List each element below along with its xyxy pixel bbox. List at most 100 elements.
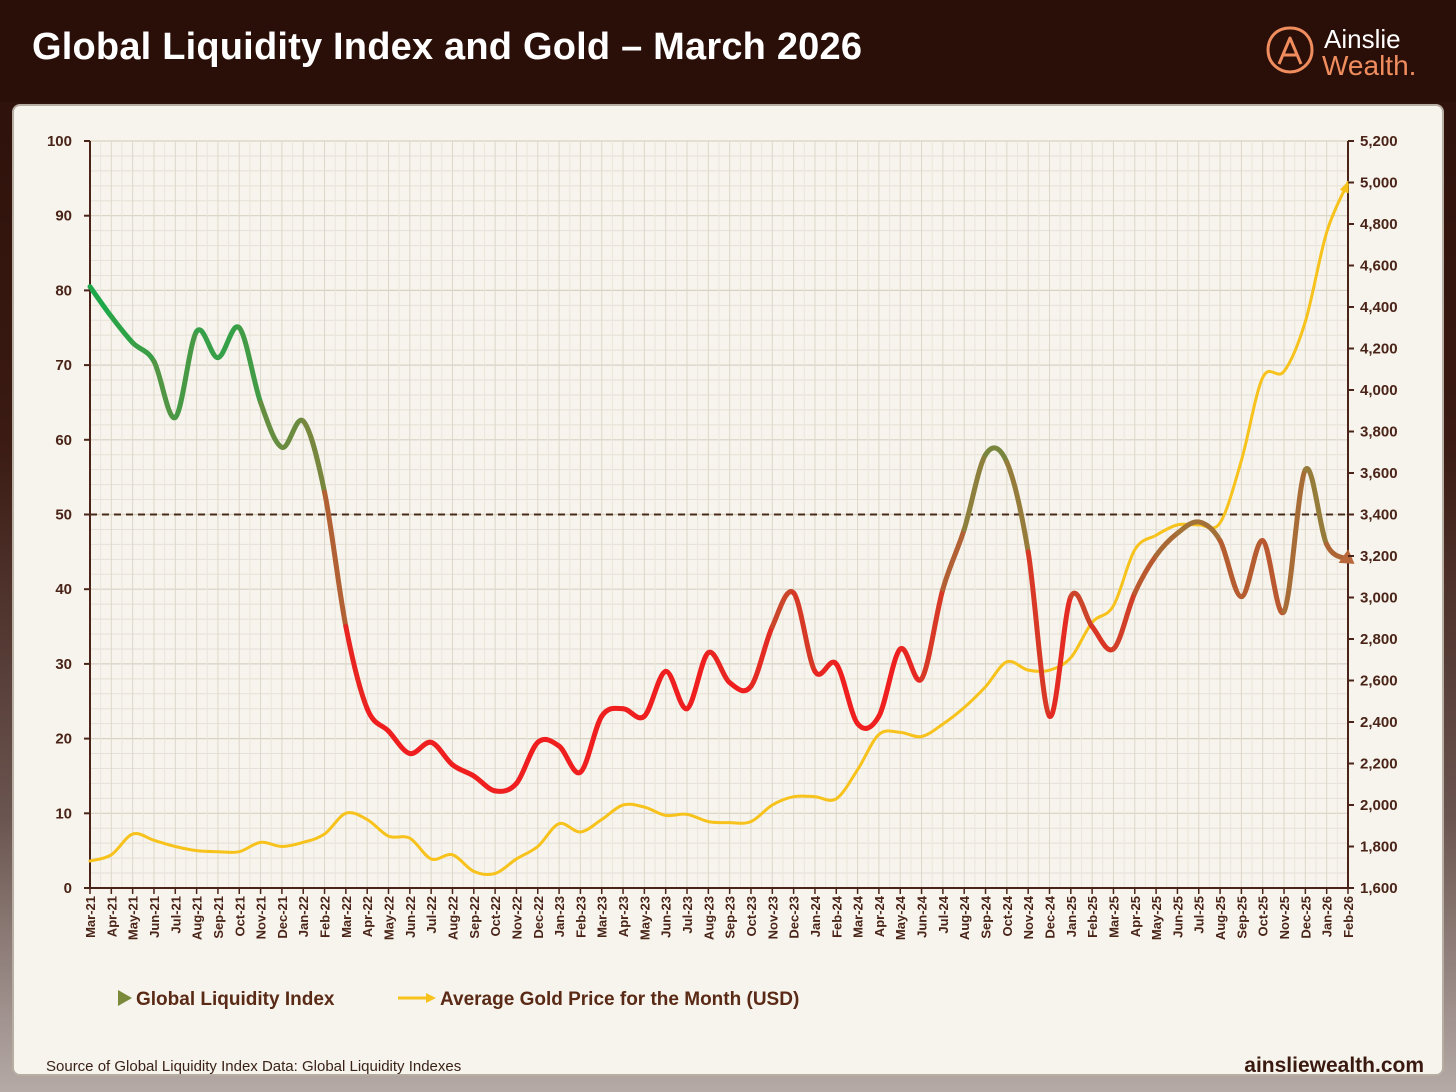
gli-line-segment — [791, 590, 818, 674]
gli-line-segment — [748, 624, 775, 689]
gli-line-segment — [577, 713, 605, 775]
chart-panel — [12, 104, 1444, 1076]
gli-line-segment — [492, 780, 519, 794]
header-bar: Global Liquidity Index and Gold – March … — [0, 0, 1456, 102]
x-tick-label: Apr-22 — [360, 896, 375, 937]
gli-line-segment — [1025, 549, 1052, 719]
x-tick-label: Dec-22 — [531, 896, 546, 939]
x-tick-label: Jul-21 — [168, 896, 183, 934]
gli-line-segment — [322, 489, 349, 630]
x-tick-label: Jul-25 — [1192, 896, 1207, 934]
x-tick-label: Jan-26 — [1320, 896, 1335, 937]
right-tick-label: 4,400 — [1360, 299, 1398, 316]
x-tick-label: Mar-21 — [83, 896, 98, 938]
right-tick-label: 3,000 — [1360, 590, 1398, 607]
left-tick-label: 90 — [55, 208, 72, 225]
gli-line-segment — [87, 284, 114, 320]
series-global-liquidity-index — [87, 284, 1355, 794]
x-tick-label: Jul-22 — [424, 896, 439, 934]
x-tick-label: Jun-23 — [659, 896, 674, 938]
legend-gli-label: Global Liquidity Index — [136, 989, 335, 1010]
x-tick-label: Oct-25 — [1256, 896, 1271, 936]
x-tick-label: Sep-25 — [1234, 896, 1249, 939]
x-tick-label: May-23 — [637, 896, 652, 940]
gli-line-segment — [1068, 590, 1095, 630]
gli-line-segment — [1196, 519, 1223, 544]
gli-line-segment — [172, 328, 200, 420]
right-tick-label: 3,200 — [1360, 548, 1398, 565]
x-tick-label: Nov-24 — [1021, 895, 1036, 939]
right-tick-label: 3,800 — [1360, 424, 1398, 441]
x-tick-label: Feb-26 — [1341, 896, 1356, 938]
gli-line-segment — [1046, 594, 1074, 719]
x-tick-label: Jan-25 — [1064, 896, 1079, 937]
x-axis-ticks: Mar-21 Apr-21 May-21 Jun-21 Jul-21 Aug-21 Sep-… — [83, 888, 1356, 940]
x-tick-label: Aug-21 — [190, 896, 205, 940]
x-tick-label: Dec-25 — [1298, 896, 1313, 939]
x-tick-label: Mar-23 — [595, 896, 610, 938]
legend: Global Liquidity Index Average Gold Price… — [96, 989, 799, 1010]
left-tick-label: 80 — [55, 282, 72, 299]
left-tick-label: 0 — [64, 880, 72, 897]
right-tick-label: 1,600 — [1360, 880, 1398, 897]
x-tick-label: Nov-21 — [254, 896, 269, 939]
x-tick-label: Jun-25 — [1170, 896, 1185, 938]
website-link[interactable]: ainsliewealth.com — [1244, 1054, 1424, 1077]
gli-line-segment — [343, 624, 370, 712]
gli-line-segment — [940, 526, 967, 592]
x-tick-label: Jun-24 — [915, 895, 930, 938]
x-tick-label: Mar-24 — [851, 895, 866, 938]
right-tick-label: 2,400 — [1360, 714, 1398, 731]
x-tick-label: Nov-23 — [765, 896, 780, 939]
x-tick-label: Apr-24 — [872, 895, 887, 937]
x-tick-label: Aug-23 — [701, 896, 716, 940]
x-tick-label: May-21 — [126, 896, 141, 940]
x-tick-label: May-22 — [382, 896, 397, 940]
legend-gold-arrowhead — [426, 993, 436, 1003]
x-tick-label: Sep-21 — [211, 896, 226, 939]
right-tick-label: 5,200 — [1360, 133, 1398, 150]
left-tick-label: 100 — [47, 133, 72, 150]
right-tick-label: 2,000 — [1360, 797, 1398, 814]
gli-line-segment — [513, 739, 541, 786]
x-tick-label: Apr-21 — [104, 896, 119, 937]
x-tick-label: May-25 — [1149, 896, 1164, 940]
gli-line-segment — [833, 661, 861, 727]
x-tick-label: Jul-23 — [680, 896, 695, 934]
x-tick-label: Dec-24 — [1042, 895, 1057, 938]
x-tick-label: Feb-24 — [829, 895, 844, 938]
x-tick-label: Jan-24 — [808, 895, 823, 937]
right-tick-label: 2,800 — [1360, 631, 1398, 648]
gli-line-segment — [684, 650, 711, 712]
gli-line-segment — [130, 340, 157, 364]
source-note: Source of Global Liquidity Index Data: G… — [46, 1058, 462, 1075]
right-tick-label: 5,000 — [1360, 175, 1398, 192]
x-tick-label: Aug-25 — [1213, 896, 1228, 940]
gli-line-segment — [108, 314, 136, 346]
gli-line-segment — [727, 680, 754, 694]
x-tick-label: Nov-25 — [1277, 896, 1292, 939]
right-tick-label: 1,800 — [1360, 839, 1398, 856]
x-tick-label: Jan-22 — [296, 896, 311, 937]
gli-line-segment — [1110, 590, 1138, 652]
x-tick-label: Dec-21 — [275, 896, 290, 939]
x-tick-label: Feb-23 — [573, 896, 588, 938]
gli-line-segment — [919, 586, 946, 682]
x-tick-label: Sep-22 — [467, 896, 482, 939]
gli-line-segment — [1004, 459, 1031, 555]
gli-line-segment — [855, 713, 882, 731]
right-tick-label: 4,800 — [1360, 216, 1398, 233]
x-tick-label: Jul-24 — [936, 895, 951, 933]
ainslie-logo-icon — [1266, 26, 1314, 74]
x-tick-label: May-24 — [893, 895, 908, 940]
logo-text-wealth: Wealth. — [1322, 50, 1417, 81]
left-tick-label: 60 — [55, 432, 72, 449]
gli-line-segment — [705, 649, 733, 686]
gli-line-segment — [876, 646, 903, 719]
x-tick-label: Aug-22 — [445, 896, 460, 940]
x-tick-label: Nov-22 — [509, 896, 524, 939]
right-tick-label: 3,600 — [1360, 465, 1398, 482]
right-axis-ticks: 1,600 1,800 2,000 2,200 2,400 2,600 2,800 3,000… — [1348, 133, 1398, 897]
left-axis-ticks: 0 10 20 30 40 50 60 70 80 90 100 — [47, 133, 90, 897]
